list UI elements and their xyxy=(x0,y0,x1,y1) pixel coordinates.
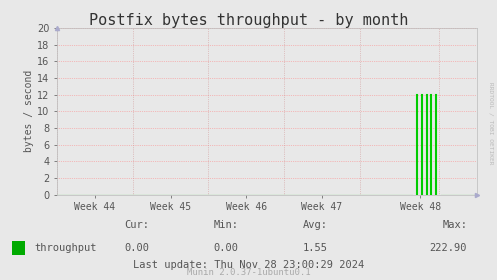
Text: 222.90: 222.90 xyxy=(430,243,467,253)
Text: Max:: Max: xyxy=(442,220,467,230)
Text: RRDTOOL / TOBI OETIKER: RRDTOOL / TOBI OETIKER xyxy=(489,82,494,164)
Text: 1.55: 1.55 xyxy=(303,243,328,253)
Text: Postfix bytes throughput - by month: Postfix bytes throughput - by month xyxy=(89,13,408,28)
Text: Last update: Thu Nov 28 23:00:29 2024: Last update: Thu Nov 28 23:00:29 2024 xyxy=(133,260,364,270)
Text: Min:: Min: xyxy=(214,220,239,230)
Text: Avg:: Avg: xyxy=(303,220,328,230)
Y-axis label: bytes / second: bytes / second xyxy=(24,70,34,152)
Text: Munin 2.0.37-1ubuntu0.1: Munin 2.0.37-1ubuntu0.1 xyxy=(187,268,310,277)
Text: throughput: throughput xyxy=(35,243,97,253)
Text: 0.00: 0.00 xyxy=(124,243,149,253)
Text: Cur:: Cur: xyxy=(124,220,149,230)
Text: 0.00: 0.00 xyxy=(214,243,239,253)
